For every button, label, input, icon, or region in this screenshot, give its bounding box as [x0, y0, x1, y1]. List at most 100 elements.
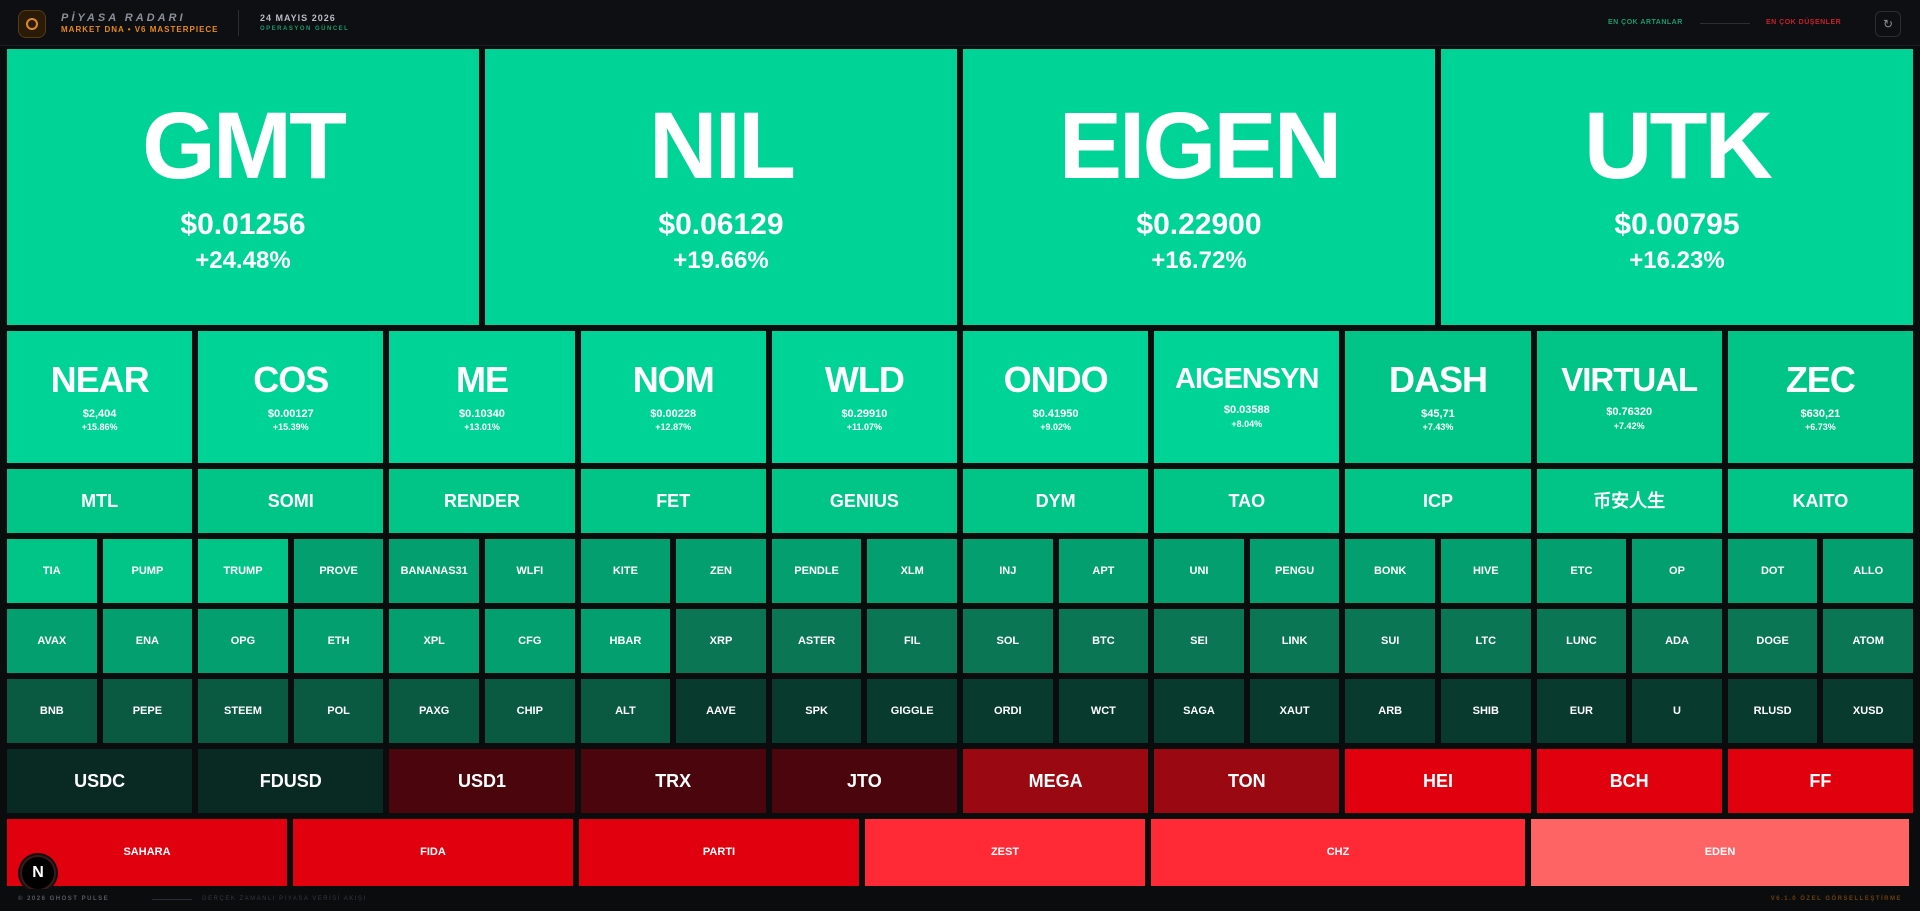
- tile-small[interactable]: XLM: [864, 536, 960, 606]
- tile-small[interactable]: MEGA: [960, 746, 1152, 816]
- tile-small[interactable]: DOGE: [1724, 606, 1821, 676]
- tile-small[interactable]: HEI: [1342, 746, 1534, 816]
- tile-large[interactable]: EIGEN $0.22900 +16.72%: [960, 46, 1438, 328]
- tile-small[interactable]: ALLO: [1820, 536, 1916, 606]
- tile-small[interactable]: U: [1629, 676, 1725, 746]
- tile-small[interactable]: LTC: [1438, 606, 1534, 676]
- tile-large[interactable]: ME $0.10340 +13.01%: [386, 328, 578, 466]
- tile-small[interactable]: OPG: [195, 606, 291, 676]
- tile-small[interactable]: ETH: [290, 606, 387, 676]
- tile-small[interactable]: EDEN: [1528, 816, 1912, 889]
- tile-small[interactable]: SEI: [1151, 606, 1247, 676]
- avatar-badge[interactable]: N: [20, 855, 56, 891]
- tile-small[interactable]: MTL: [4, 466, 196, 536]
- tile-small[interactable]: TON: [1151, 746, 1343, 816]
- tile-small[interactable]: TRUMP: [195, 536, 291, 606]
- tile-small[interactable]: EUR: [1533, 676, 1630, 746]
- tile-small[interactable]: ADA: [1629, 606, 1725, 676]
- tile-large[interactable]: GMT $0.01256 +24.48%: [4, 46, 482, 328]
- tile-small[interactable]: FET: [577, 466, 769, 536]
- tile-small[interactable]: USDC: [4, 746, 196, 816]
- tile-small[interactable]: BCH: [1533, 746, 1725, 816]
- tile-small[interactable]: BTC: [1055, 606, 1152, 676]
- tile-small[interactable]: PAXG: [386, 676, 482, 746]
- tile-small[interactable]: ETC: [1533, 536, 1630, 606]
- tile-small[interactable]: RLUSD: [1724, 676, 1821, 746]
- tile-small[interactable]: WCT: [1055, 676, 1152, 746]
- tile-small[interactable]: PROVE: [290, 536, 387, 606]
- tile-small[interactable]: LUNC: [1533, 606, 1630, 676]
- tile-small[interactable]: OP: [1629, 536, 1725, 606]
- tile-large[interactable]: COS $0.00127 +15.39%: [195, 328, 387, 466]
- tile-small[interactable]: PARTI: [576, 816, 862, 889]
- tile-small[interactable]: XAUT: [1246, 676, 1343, 746]
- tile-small[interactable]: CHZ: [1148, 816, 1528, 889]
- tile-small[interactable]: PENGU: [1246, 536, 1343, 606]
- tile-small[interactable]: RENDER: [386, 466, 578, 536]
- tile-small[interactable]: SPK: [768, 676, 865, 746]
- tile-large[interactable]: WLD $0.29910 +11.07%: [768, 328, 960, 466]
- tile-small[interactable]: XRP: [673, 606, 769, 676]
- tile-large[interactable]: NEAR $2,404 +15.86%: [4, 328, 196, 466]
- tile-small[interactable]: KITE: [577, 536, 674, 606]
- tile-small[interactable]: CHIP: [482, 676, 578, 746]
- tile-small[interactable]: DOT: [1724, 536, 1821, 606]
- tile-small[interactable]: BONK: [1342, 536, 1438, 606]
- tile-large[interactable]: DASH $45,71 +7.43%: [1342, 328, 1534, 466]
- tile-small[interactable]: ICP: [1342, 466, 1534, 536]
- tile-small[interactable]: XPL: [386, 606, 482, 676]
- tile-small[interactable]: AVAX: [4, 606, 100, 676]
- tile-small[interactable]: TAO: [1151, 466, 1343, 536]
- tile-large[interactable]: UTK $0.00795 +16.23%: [1438, 46, 1916, 328]
- tile-small[interactable]: SOL: [960, 606, 1056, 676]
- tile-small[interactable]: POL: [290, 676, 387, 746]
- refresh-button[interactable]: ↻: [1875, 11, 1901, 37]
- tile-small[interactable]: ZEN: [673, 536, 769, 606]
- tile-small[interactable]: FIDA: [290, 816, 576, 889]
- tile-large[interactable]: NOM $0.00228 +12.87%: [577, 328, 769, 466]
- tile-large[interactable]: ZEC $630,21 +6.73%: [1724, 328, 1916, 466]
- tile-small[interactable]: GENIUS: [768, 466, 960, 536]
- tile-small[interactable]: USD1: [386, 746, 578, 816]
- tile-small[interactable]: FF: [1724, 746, 1916, 816]
- tile-small[interactable]: ZEST: [862, 816, 1148, 889]
- tile-small[interactable]: ALT: [577, 676, 674, 746]
- tile-small[interactable]: XUSD: [1820, 676, 1916, 746]
- tile-small[interactable]: TRX: [577, 746, 769, 816]
- tile-small[interactable]: JTO: [768, 746, 960, 816]
- tile-small[interactable]: ENA: [99, 606, 196, 676]
- tile-small[interactable]: STEEM: [195, 676, 291, 746]
- tile-small[interactable]: APT: [1055, 536, 1152, 606]
- tile-small[interactable]: PUMP: [99, 536, 196, 606]
- tile-small[interactable]: GIGGLE: [864, 676, 960, 746]
- tile-small[interactable]: DYM: [960, 466, 1152, 536]
- tile-small[interactable]: TIA: [4, 536, 100, 606]
- tile-small[interactable]: PENDLE: [768, 536, 865, 606]
- tile-small[interactable]: UNI: [1151, 536, 1247, 606]
- tile-large[interactable]: NIL $0.06129 +19.66%: [482, 46, 960, 328]
- tile-small[interactable]: CFG: [482, 606, 578, 676]
- tile-small[interactable]: PEPE: [99, 676, 196, 746]
- tile-small[interactable]: SUI: [1342, 606, 1438, 676]
- tile-small[interactable]: ATOM: [1820, 606, 1916, 676]
- tile-small[interactable]: FIL: [864, 606, 960, 676]
- tile-small[interactable]: ARB: [1342, 676, 1438, 746]
- tile-small[interactable]: AAVE: [673, 676, 769, 746]
- tile-small[interactable]: BNB: [4, 676, 100, 746]
- tile-small[interactable]: INJ: [960, 536, 1056, 606]
- tile-small[interactable]: WLFI: [482, 536, 578, 606]
- tile-small[interactable]: BANANAS31: [386, 536, 482, 606]
- tile-small[interactable]: 币安人生: [1533, 466, 1725, 536]
- tile-large[interactable]: VIRTUAL $0.76320 +7.42%: [1533, 328, 1725, 466]
- tile-small[interactable]: ORDI: [960, 676, 1056, 746]
- tile-small[interactable]: LINK: [1246, 606, 1343, 676]
- tile-large[interactable]: ONDO $0.41950 +9.02%: [960, 328, 1152, 466]
- tile-small[interactable]: SOMI: [195, 466, 387, 536]
- tile-small[interactable]: HBAR: [577, 606, 674, 676]
- tile-small[interactable]: HIVE: [1438, 536, 1534, 606]
- tile-small[interactable]: SAGA: [1151, 676, 1247, 746]
- tile-small[interactable]: KAITO: [1724, 466, 1916, 536]
- tile-small[interactable]: FDUSD: [195, 746, 387, 816]
- tile-small[interactable]: ASTER: [768, 606, 865, 676]
- tile-small[interactable]: SHIB: [1438, 676, 1534, 746]
